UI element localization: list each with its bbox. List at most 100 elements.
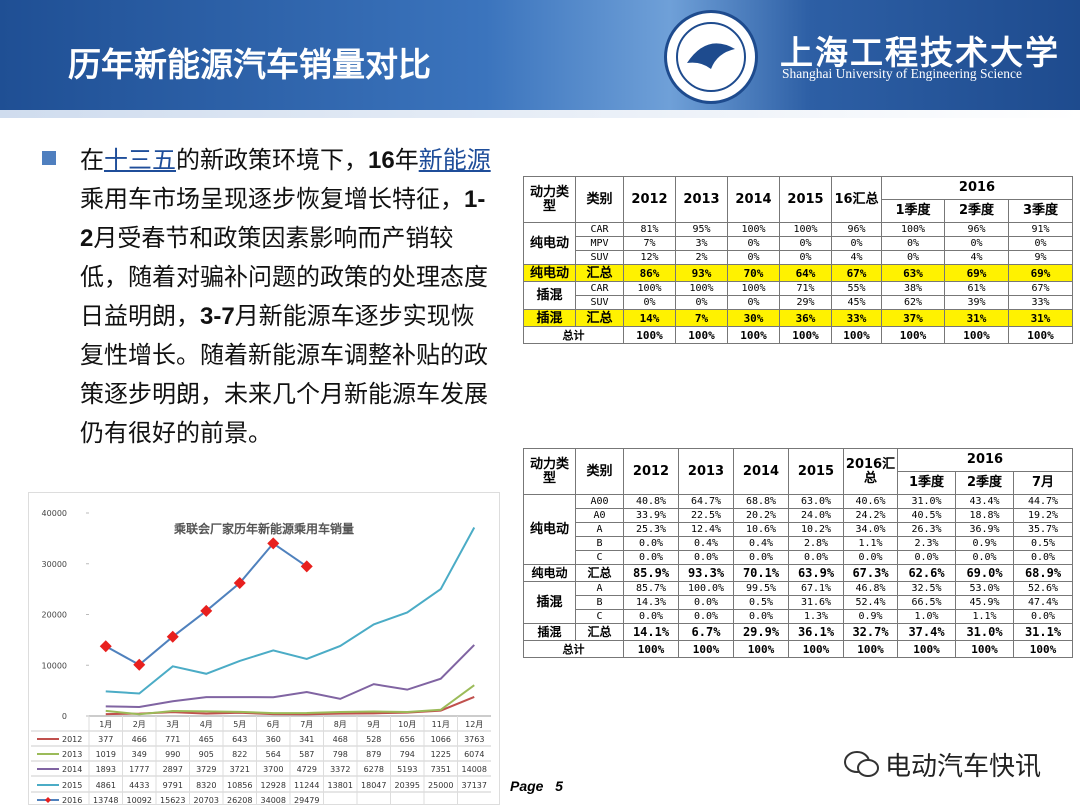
value-cell: 43.4% bbox=[955, 494, 1014, 509]
table-row: 插混 汇总 14% 7% 30% 36% 33% 37% 31% 31% bbox=[523, 309, 1074, 327]
value-cell: 100% bbox=[831, 326, 882, 344]
value-cell: 100% bbox=[675, 326, 728, 344]
value-cell: 0% bbox=[944, 236, 1009, 251]
value-cell: 7% bbox=[675, 309, 728, 327]
value-cell: 100% bbox=[733, 640, 789, 658]
value-cell: 14.3% bbox=[623, 595, 679, 610]
table-row: 总计 100% 100% 100% 100% 100% 100% 100% 100% bbox=[523, 640, 1074, 658]
value-cell: 100.0% bbox=[678, 581, 734, 596]
value-cell: 29% bbox=[779, 295, 832, 310]
legend-label: 2014 bbox=[62, 765, 82, 774]
value-cell: 86% bbox=[623, 264, 676, 282]
header-cell: 2015 bbox=[779, 176, 832, 223]
table-value: 656 bbox=[400, 735, 415, 744]
table-value: 905 bbox=[199, 750, 214, 759]
value-cell: 31.0% bbox=[955, 623, 1014, 641]
x-tick-label: 3月 bbox=[166, 720, 179, 729]
category-cell: C bbox=[575, 609, 624, 624]
value-cell: 18.8% bbox=[955, 508, 1014, 523]
data-point bbox=[300, 560, 313, 573]
value-cell: 30% bbox=[727, 309, 780, 327]
value-cell: 40.5% bbox=[897, 508, 956, 523]
value-cell: 29.9% bbox=[733, 623, 789, 641]
text-bold: 1-2 bbox=[80, 186, 486, 252]
value-cell: 93.3% bbox=[678, 564, 734, 582]
value-cell: 1.1% bbox=[843, 536, 898, 551]
value-cell: 2.8% bbox=[788, 536, 844, 551]
value-cell: 0.0% bbox=[1012, 609, 1074, 624]
table-row: 插混 A 85.7% 100.0% 99.5% 67.1% 46.8% 32.5% 53.0% 5… bbox=[523, 581, 1074, 624]
table-value: 564 bbox=[266, 750, 281, 759]
table-value: 9791 bbox=[163, 781, 183, 790]
value-cell: 52.6% bbox=[1012, 581, 1074, 596]
value-cell: 0% bbox=[779, 250, 832, 265]
group-cell: 纯电动 bbox=[523, 264, 576, 282]
x-tick-label: 11月 bbox=[432, 720, 450, 729]
table-value: 13748 bbox=[93, 796, 118, 805]
table-value: 990 bbox=[165, 750, 180, 759]
header-cell: 1季度 bbox=[897, 471, 956, 495]
value-cell: 64% bbox=[779, 264, 832, 282]
value-cell: 36.9% bbox=[955, 522, 1014, 537]
value-cell: 96% bbox=[831, 222, 882, 237]
chart-title: 乘联会厂家历年新能源乘用车销量 bbox=[173, 521, 354, 536]
value-cell: 0.0% bbox=[733, 550, 789, 565]
value-cell: 68.9% bbox=[1012, 564, 1074, 582]
table-value: 26208 bbox=[227, 796, 252, 805]
value-cell: 33.9% bbox=[623, 508, 679, 523]
header-cell: 类别 bbox=[575, 176, 624, 223]
data-point bbox=[99, 640, 112, 653]
table-row: 总计 100% 100% 100% 100% 100% 100% 100% 100% bbox=[523, 326, 1074, 344]
text: 在 bbox=[80, 146, 104, 174]
table-value: 8320 bbox=[196, 781, 216, 790]
series-line bbox=[105, 542, 308, 666]
value-cell: 0% bbox=[675, 295, 728, 310]
value-cell: 100% bbox=[623, 326, 676, 344]
category-cell: A0 bbox=[575, 508, 624, 523]
value-cell: 67.1% bbox=[788, 581, 844, 596]
watermark: 电动汽车快讯 bbox=[885, 752, 1042, 782]
table-value: 34008 bbox=[261, 796, 286, 805]
header-cell: 7月 bbox=[1012, 471, 1074, 495]
value-cell: 100% bbox=[897, 640, 956, 658]
category-cell: CAR bbox=[575, 281, 624, 296]
table-value: 4861 bbox=[96, 781, 116, 790]
table-row: A 25.3% 12.4% 10.6% 10.2% 34.0% 26.3% 36.9% 35.7… bbox=[524, 522, 1074, 537]
value-cell: 0% bbox=[831, 236, 882, 251]
value-cell: 0% bbox=[881, 236, 945, 251]
data-point bbox=[200, 604, 213, 617]
data-point bbox=[267, 537, 280, 550]
table-value: 468 bbox=[333, 735, 348, 744]
x-tick-label: 1月 bbox=[99, 720, 112, 729]
page-number: 5 bbox=[555, 778, 563, 794]
value-cell: 19.2% bbox=[1012, 508, 1074, 523]
table-row: 纯电动 汇总 85.9% 93.3% 70.1% 63.9% 67.3% 62.6% 69.0%… bbox=[523, 564, 1074, 582]
value-cell: 12.4% bbox=[678, 522, 734, 537]
page-footer: Page 5 bbox=[510, 778, 563, 794]
table-value: 3372 bbox=[330, 765, 350, 774]
legend-label: 2015 bbox=[62, 781, 82, 790]
group-cell: 总计 bbox=[523, 640, 624, 658]
value-cell: 3% bbox=[675, 236, 728, 251]
value-cell: 0% bbox=[881, 250, 945, 265]
category-cell: 汇总 bbox=[575, 264, 624, 282]
bullet-marker bbox=[42, 151, 56, 165]
value-cell: 100% bbox=[1012, 640, 1074, 658]
value-cell: 67.3% bbox=[843, 564, 898, 582]
text-bold: 16 bbox=[368, 147, 395, 174]
header-cell: 2季度 bbox=[955, 471, 1014, 495]
table-value: 4433 bbox=[129, 781, 149, 790]
header-cell: 2012 bbox=[623, 176, 676, 223]
table-value: 3729 bbox=[196, 765, 216, 774]
x-tick-label: 12月 bbox=[465, 720, 483, 729]
value-cell: 0% bbox=[727, 250, 780, 265]
text-link: 新能源 bbox=[418, 146, 491, 174]
table-value: 528 bbox=[366, 735, 381, 744]
value-cell: 0.0% bbox=[1012, 550, 1074, 565]
value-cell: 0.4% bbox=[733, 536, 789, 551]
value-cell: 100% bbox=[955, 640, 1014, 658]
table-row: A0 33.9% 22.5% 20.2% 24.0% 24.2% 40.5% 18.8% 19.… bbox=[524, 508, 1074, 523]
value-cell: 0.0% bbox=[843, 550, 898, 565]
table-row: C 0.0% 0.0% 0.0% 1.3% 0.9% 1.0% 1.1% 0.0% bbox=[524, 609, 1074, 624]
